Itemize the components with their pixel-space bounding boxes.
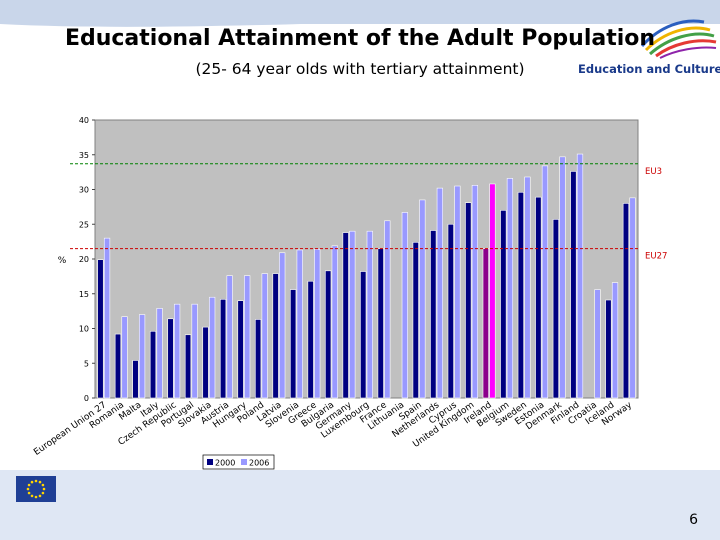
bar-2000 [325,270,332,399]
legend-box [202,454,275,470]
y-tick-label: 5 [84,359,89,368]
bar-2006 [559,156,566,399]
bar-2000 [570,171,577,399]
bar-2000 [97,259,104,399]
bar-2000 [219,299,227,399]
bar-2006 [121,316,128,399]
bar-2000 [482,248,489,399]
legend-label-2006: 2006 [249,459,269,468]
bar-2006 [401,212,408,399]
bar-2006 [489,183,496,399]
bar-2000 [412,242,419,399]
bar-2006 [314,248,321,399]
footer-band-curve [0,470,720,540]
bar-2000 [132,360,139,399]
y-tick-label: 20 [79,255,89,264]
bar-2000 [184,334,192,399]
bar-2000 [237,300,244,399]
y-tick-label: 40 [79,116,89,125]
bar-2006 [541,165,549,399]
bar-2000 [430,230,437,399]
bar-2000 [535,196,542,399]
bar-2006 [366,230,373,399]
legend-swatch-2006 [241,459,247,465]
slide-subtitle: (25- 64 year olds with tertiary attainme… [195,60,525,78]
bar-2000 [307,280,314,399]
bar-2006 [419,199,426,399]
bar-2000 [202,326,209,399]
page-number: 6 [689,512,698,528]
education-culture-logo-icon [640,19,717,59]
reference-line-label: EU3 [645,167,662,177]
y-axis-label: % [58,256,67,266]
bar-2000 [342,232,349,399]
bar-2006 [436,187,443,399]
bar-2000 [360,271,367,399]
legend-swatch-2000 [207,459,213,465]
bar-2000 [272,273,279,399]
brand-label: Education and Culture [578,62,720,76]
bar-2000 [622,203,630,399]
bar-2006 [629,197,636,399]
y-tick-label: 0 [84,394,89,403]
slide-title: Educational Attainment of the Adult Popu… [64,26,656,51]
y-tick-label: 15 [79,290,89,299]
legend-label-2000: 2000 [215,459,235,468]
bar-2006 [191,303,198,399]
bar-2000 [255,319,262,399]
bar-2006 [174,303,181,399]
bar-2006 [349,230,356,399]
eu-flag-icon [16,476,56,502]
bar-2006 [261,273,268,399]
reference-line-label: EU27 [645,252,667,262]
y-tick-label: 25 [79,220,89,229]
bar-2006 [576,153,584,399]
bar-2006 [156,308,163,399]
bar-2006 [594,289,601,399]
bar-2000 [167,318,174,399]
y-tick-label: 10 [79,325,89,334]
category-label: European Union 27 [32,400,108,458]
bar-2000 [290,289,297,399]
bar-2006 [524,176,531,399]
bar-2000 [500,210,507,399]
bar-2000 [465,202,472,399]
bar-2006 [331,245,338,399]
bar-2006 [384,220,391,399]
bar-2006 [279,252,286,399]
bar-2006 [471,185,478,399]
header-band-curve [0,0,720,27]
bar-2006 [611,282,619,399]
bar-2000 [114,333,122,399]
bar-2000 [447,223,454,399]
bar-2000 [552,219,559,399]
bar-2006 [103,237,111,399]
bar-2006 [506,178,514,399]
bar-2006 [209,296,216,399]
bar-2000 [377,248,384,399]
bar-2006 [454,185,461,399]
bar-2000 [149,330,157,399]
bar-2006 [244,275,251,399]
y-tick-label: 30 [79,186,89,195]
bar-2006 [296,249,303,399]
bar-2006 [138,314,146,399]
bar-2000 [605,299,612,399]
bar-2006 [226,275,233,399]
bar-2000 [517,191,524,399]
y-tick-label: 35 [79,151,89,160]
